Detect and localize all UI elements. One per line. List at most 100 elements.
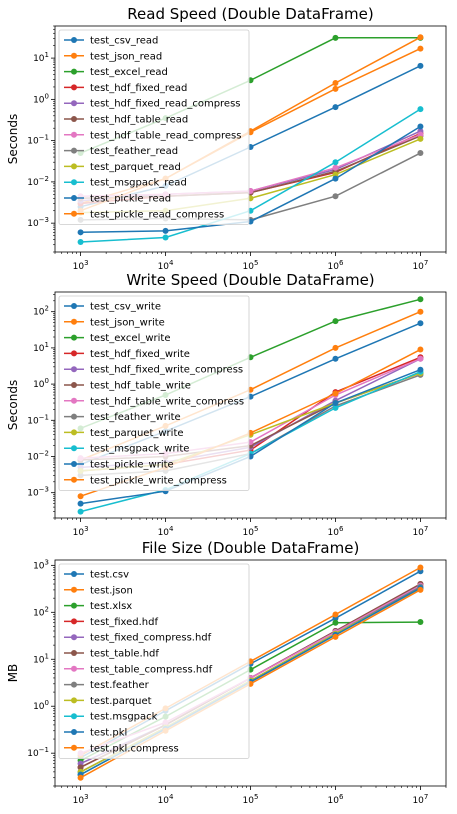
legend-entry: test_hdf_fixed_read: [64, 83, 187, 94]
legend-swatch-marker: [71, 729, 77, 735]
legend-swatch-marker: [71, 634, 77, 641]
data-point: [417, 135, 424, 142]
legend-swatch-marker: [71, 397, 77, 404]
legend-label: test.feather: [90, 680, 150, 691]
y-tick-label: 10−1: [27, 413, 49, 426]
legend-entry: test_hdf_fixed_write: [64, 349, 190, 360]
data-point: [417, 586, 424, 593]
legend-swatch-marker: [71, 303, 77, 309]
data-point: [332, 404, 339, 411]
legend-swatch-marker: [71, 37, 77, 43]
y-tick-label: 10−1: [27, 746, 49, 759]
legend-swatch-marker: [71, 84, 77, 91]
legend-entry: test_hdf_fixed_write_compress: [64, 365, 243, 376]
data-point: [332, 79, 339, 86]
legend-swatch-marker: [71, 318, 77, 325]
x-tick-label: 104: [158, 259, 174, 272]
y-tick-label: 10−2: [27, 175, 49, 188]
legend-label: test_parquet_write: [90, 428, 184, 439]
legend-label: test.xlsx: [90, 601, 132, 612]
legend-label: test_json_read: [90, 51, 162, 62]
legend-swatch-marker: [71, 334, 77, 341]
data-point: [417, 34, 424, 41]
y-tick-label: 101: [33, 652, 49, 665]
legend-label: test_pickle_read: [90, 194, 171, 205]
legend: test_csv_read test_json_read test_excel_re…: [58, 29, 250, 226]
data-point: [417, 619, 424, 626]
legend-label: test_hdf_fixed_read_compress: [90, 99, 241, 110]
legend-swatch-marker: [71, 382, 77, 388]
data-point: [332, 34, 339, 41]
legend-swatch-marker: [71, 586, 77, 593]
legend-entry: test.pkl.compress: [64, 743, 179, 754]
chart-title: File Size (Double DataFrame): [142, 539, 360, 557]
data-point: [417, 564, 424, 571]
legend-swatch-marker: [71, 179, 77, 186]
legend-swatch-marker: [71, 366, 77, 373]
legend-entry: test_table.hdf: [64, 649, 159, 660]
y-tick-label: 10−1: [27, 134, 49, 147]
legend-entry: test_pickle_read: [64, 194, 171, 205]
legend-label: test_table.hdf: [90, 649, 159, 660]
legend-entry: test_hdf_table_write: [64, 381, 191, 392]
legend-label: test_hdf_table_read_compress: [90, 130, 241, 141]
data-point: [332, 175, 339, 182]
data-point: [417, 308, 424, 315]
legend-label: test_parquet_read: [90, 162, 181, 173]
legend-entry: test.json: [64, 585, 133, 596]
legend-swatch-marker: [71, 445, 77, 452]
legend-label: test_fixed.hdf: [90, 617, 158, 628]
data-point: [417, 45, 424, 52]
y-tick-label: 101: [33, 341, 49, 354]
legend-label: test_pickle_write: [90, 460, 174, 471]
data-point: [332, 355, 339, 362]
data-point: [332, 193, 339, 200]
legend-entry: test_pickle_write: [64, 460, 174, 471]
legend-entry: test_fixed_compress.hdf: [64, 633, 212, 644]
legend-entry: test_parquet_read: [64, 162, 181, 173]
legend-swatch-marker: [71, 210, 77, 217]
legend-swatch-marker: [71, 650, 77, 656]
data-point: [332, 318, 339, 325]
y-tick-label: 10−2: [27, 449, 49, 462]
legend-entry: test.csv: [64, 570, 129, 581]
data-point: [417, 131, 424, 138]
legend-label: test_excel_read: [90, 67, 168, 78]
legend-swatch-marker: [71, 713, 77, 720]
legend-swatch-marker: [71, 571, 77, 577]
legend-label: test.pkl: [90, 728, 127, 739]
y-tick-label: 100: [33, 699, 49, 712]
chart-title: Read Speed (Double DataFrame): [127, 5, 373, 23]
data-point: [332, 104, 339, 111]
legend-entry: test_excel_write: [64, 333, 171, 344]
legend-label: test_hdf_fixed_write_compress: [90, 365, 243, 376]
legend-swatch-marker: [71, 131, 77, 138]
legend-label: test_feather_write: [90, 412, 181, 423]
y-tick-label: 102: [33, 605, 49, 618]
x-tick-label: 103: [73, 525, 89, 538]
legend-entry: test_pickle_read_compress: [64, 209, 224, 220]
data-point: [417, 366, 424, 373]
chart-3: File Size (Double DataFrame) MB 103 104 105 1…: [6, 539, 447, 806]
y-axis-label: Seconds: [6, 114, 20, 164]
data-point: [332, 159, 339, 166]
x-tick-label: 103: [73, 259, 89, 272]
legend-swatch-marker: [71, 195, 77, 201]
legend-label: test_csv_write: [90, 302, 161, 313]
legend-entry: test.parquet: [64, 696, 152, 707]
legend-label: test.pkl.compress: [90, 743, 179, 754]
legend-label: test_json_write: [90, 317, 165, 328]
y-tick-label: 103: [33, 558, 49, 571]
data-point: [332, 619, 339, 626]
data-point: [417, 62, 424, 69]
legend-swatch-marker: [71, 100, 77, 107]
legend-swatch-marker: [71, 68, 77, 75]
legend-entry: test_fixed.hdf: [64, 617, 158, 628]
legend-label: test_hdf_table_write_compress: [90, 396, 244, 407]
legend-entry: test.pkl: [64, 728, 127, 739]
x-tick-label: 107: [412, 525, 428, 538]
legend-swatch-marker: [71, 116, 77, 122]
legend-box: [58, 29, 250, 226]
series-10: [77, 106, 424, 245]
data-point: [332, 611, 339, 618]
